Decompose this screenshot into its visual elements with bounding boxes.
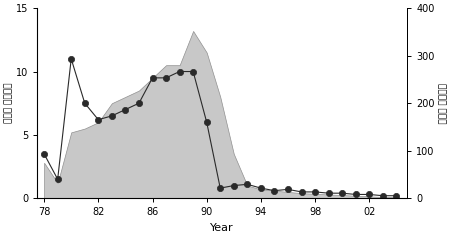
Y-axis label: 加入尾数 十億尾: 加入尾数 十億尾 (437, 83, 446, 123)
X-axis label: Year: Year (211, 223, 234, 233)
Y-axis label: 資源量 百万トン: 資源量 百万トン (4, 83, 13, 123)
